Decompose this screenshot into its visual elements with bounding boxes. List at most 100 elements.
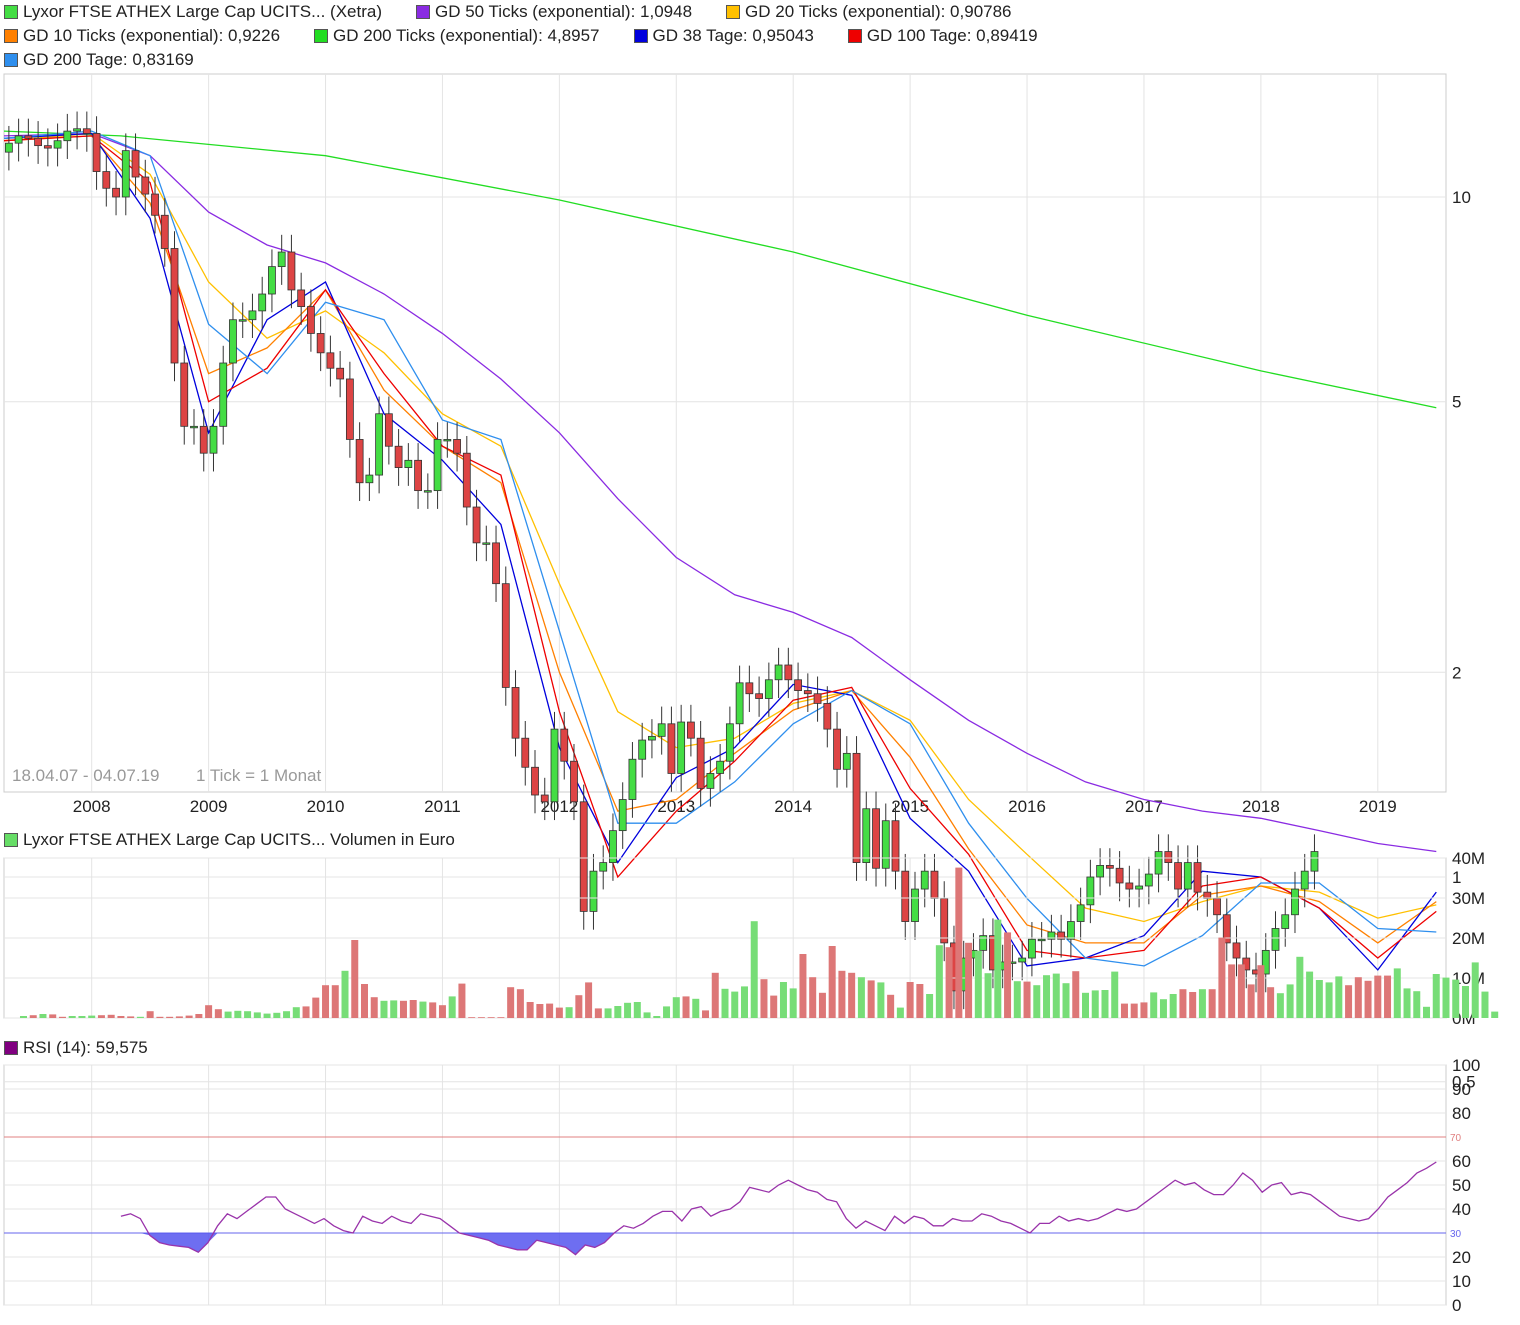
candle-down	[540, 794, 549, 803]
legend-item-gd10: GD 10 Ticks (exponential): 0,9226	[4, 24, 280, 48]
tick-info-label: 1 Tick = 1 Monat	[196, 766, 321, 785]
candle-up	[190, 425, 198, 429]
volume-bar	[263, 1013, 271, 1018]
candle-up	[716, 760, 725, 774]
volume-bar	[283, 1011, 291, 1018]
volume-bar	[127, 1016, 135, 1018]
volume-bar	[185, 1015, 193, 1018]
candle-down	[307, 306, 315, 334]
rsi-oversold-area	[459, 1233, 615, 1255]
candle-down	[355, 439, 364, 484]
candle-up	[599, 862, 608, 872]
moving-average-line	[3, 130, 1437, 967]
volume-bar	[88, 1015, 96, 1018]
candle-down	[511, 687, 520, 739]
volume-bar	[341, 970, 349, 1018]
candle-down	[82, 128, 91, 134]
candle-up	[550, 728, 559, 803]
volume-bar	[974, 950, 982, 1018]
candle-down	[570, 760, 578, 803]
volume-bar	[692, 998, 700, 1018]
volume-bar	[477, 1017, 485, 1018]
candle-down	[794, 679, 802, 691]
volume-bar	[117, 1016, 125, 1018]
volume-bar	[458, 983, 466, 1018]
date-range-label: 18.04.07 - 04.07.19	[12, 766, 159, 785]
volume-bar	[1072, 971, 1080, 1018]
candle-down	[803, 690, 812, 695]
candle-up	[229, 319, 237, 364]
volume-bar	[906, 982, 914, 1018]
y-tick-label: 5	[1452, 393, 1461, 412]
candle-up	[1281, 914, 1290, 929]
volume-bar	[740, 986, 748, 1018]
candle-up	[979, 935, 988, 951]
candle-up	[1018, 957, 1027, 963]
volume-bar	[1442, 977, 1450, 1018]
volume-bar	[1179, 989, 1187, 1018]
volume-bar	[516, 989, 524, 1018]
candle-down	[901, 870, 910, 922]
volume-bar	[1111, 971, 1119, 1018]
candle-down	[745, 682, 754, 695]
candle-up	[1144, 873, 1153, 887]
candle-up	[1047, 931, 1056, 940]
candle-down	[43, 145, 52, 149]
volume-bar	[1159, 999, 1167, 1018]
volume-bar	[760, 979, 768, 1018]
volume-bar	[828, 946, 836, 1018]
volume-bar	[438, 1005, 446, 1018]
candle-down	[1125, 882, 1134, 890]
candle-up	[618, 799, 627, 832]
volume-bar	[78, 1016, 86, 1018]
legend-swatch	[4, 5, 18, 19]
candle-down	[852, 752, 861, 863]
legend-label: RSI (14): 59,575	[23, 1038, 148, 1057]
y-tick-label: 2	[1452, 663, 1461, 682]
volume-bar	[351, 940, 359, 1018]
candle-up	[881, 820, 890, 869]
volume-bar	[555, 1007, 563, 1018]
volume-bar	[926, 994, 934, 1018]
x-tick-label: 2018	[1242, 797, 1280, 816]
legend-swatch	[4, 833, 18, 847]
volume-bar	[1228, 964, 1236, 1018]
volume-bar	[1461, 986, 1469, 1018]
candle-up	[657, 723, 666, 737]
volume-bar	[224, 1011, 232, 1018]
volume-bar	[1393, 968, 1401, 1018]
candle-up	[1291, 888, 1299, 916]
volume-bar	[1384, 975, 1392, 1018]
candle-up	[1300, 870, 1309, 890]
volume-bar	[663, 1006, 671, 1018]
volume-bar	[419, 1001, 427, 1018]
volume-bar	[1364, 980, 1372, 1018]
candle-down	[755, 693, 764, 699]
candle-up	[53, 140, 62, 149]
candle-up	[375, 413, 384, 476]
volume-bar	[594, 1008, 602, 1018]
moving-average-line	[3, 132, 1437, 971]
candle-up	[628, 758, 637, 800]
legend-item-gd20: GD 20 Ticks (exponential): 0,90786	[726, 0, 1012, 24]
y-tick-label: 40M	[1452, 849, 1485, 868]
candle-up	[1037, 938, 1046, 942]
volume-bar	[653, 1016, 661, 1018]
price-legend: Lyxor FTSE ATHEX Large Cap UCITS... (Xet…	[4, 0, 1072, 72]
volume-bar	[799, 954, 807, 1018]
candle-up	[482, 542, 491, 545]
volume-bar	[1481, 991, 1489, 1018]
candle-down	[696, 737, 705, 789]
candle-up	[589, 870, 598, 912]
volume-bar	[214, 1009, 222, 1018]
volume-bar	[390, 1000, 398, 1018]
volume-bar	[711, 972, 719, 1018]
volume-bar	[965, 942, 973, 1018]
volume-bar	[945, 947, 953, 1018]
volume-bar	[672, 997, 680, 1018]
candle-down	[667, 723, 676, 774]
candle-down	[102, 171, 111, 189]
candle-down	[872, 808, 880, 869]
legend-swatch	[416, 5, 430, 19]
rsi-legend: RSI (14): 59,575	[4, 1036, 182, 1060]
